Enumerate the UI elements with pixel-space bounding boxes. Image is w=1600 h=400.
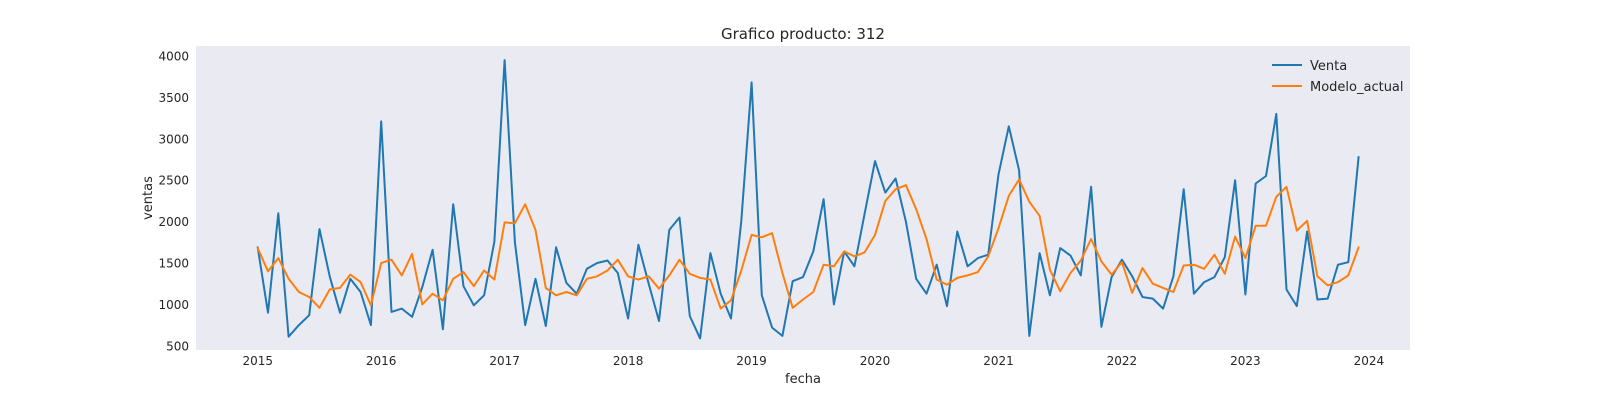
y-tick-label: 2500 (158, 174, 189, 188)
series-layer (256, 59, 1360, 340)
y-axis: 500 1000 1500 2000 2500 3000 3500 4000 (158, 49, 189, 353)
y-tick-label: 500 (166, 339, 189, 353)
x-tick-label: 2021 (983, 354, 1014, 368)
x-tick-label: 2015 (242, 354, 273, 368)
x-tick-label: 2016 (366, 354, 397, 368)
y-tick-label: 2000 (158, 215, 189, 229)
y-tick-label: 3500 (158, 91, 189, 105)
y-tick-label: 3000 (158, 132, 189, 146)
x-tick-label: 2022 (1107, 354, 1138, 368)
y-tick-label: 1500 (158, 257, 189, 271)
y-axis-label: ventas (141, 176, 156, 220)
legend: Venta Modelo_actual (1272, 59, 1404, 95)
x-tick-label: 2023 (1230, 354, 1261, 368)
legend-label-venta: Venta (1310, 59, 1347, 74)
x-tick-label: 2019 (736, 354, 767, 368)
x-axis-label: fecha (785, 372, 821, 387)
x-tick-label: 2017 (489, 354, 520, 368)
chart-title: Grafico producto: 312 (721, 25, 885, 43)
x-tick-label: 2024 (1354, 354, 1385, 368)
x-axis: 2015 2016 2017 2018 2019 2020 2021 2022 2023 2024 (242, 354, 1384, 368)
series-line-venta (256, 59, 1360, 340)
series-line-modelo-actual (256, 178, 1360, 310)
x-tick-label: 2018 (613, 354, 644, 368)
y-tick-label: 1000 (158, 298, 189, 312)
x-tick-label: 2020 (860, 354, 891, 368)
legend-label-modelo-actual: Modelo_actual (1310, 80, 1404, 95)
y-tick-label: 4000 (158, 49, 189, 63)
